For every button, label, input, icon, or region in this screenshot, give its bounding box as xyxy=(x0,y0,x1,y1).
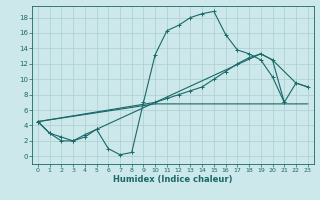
X-axis label: Humidex (Indice chaleur): Humidex (Indice chaleur) xyxy=(113,175,233,184)
